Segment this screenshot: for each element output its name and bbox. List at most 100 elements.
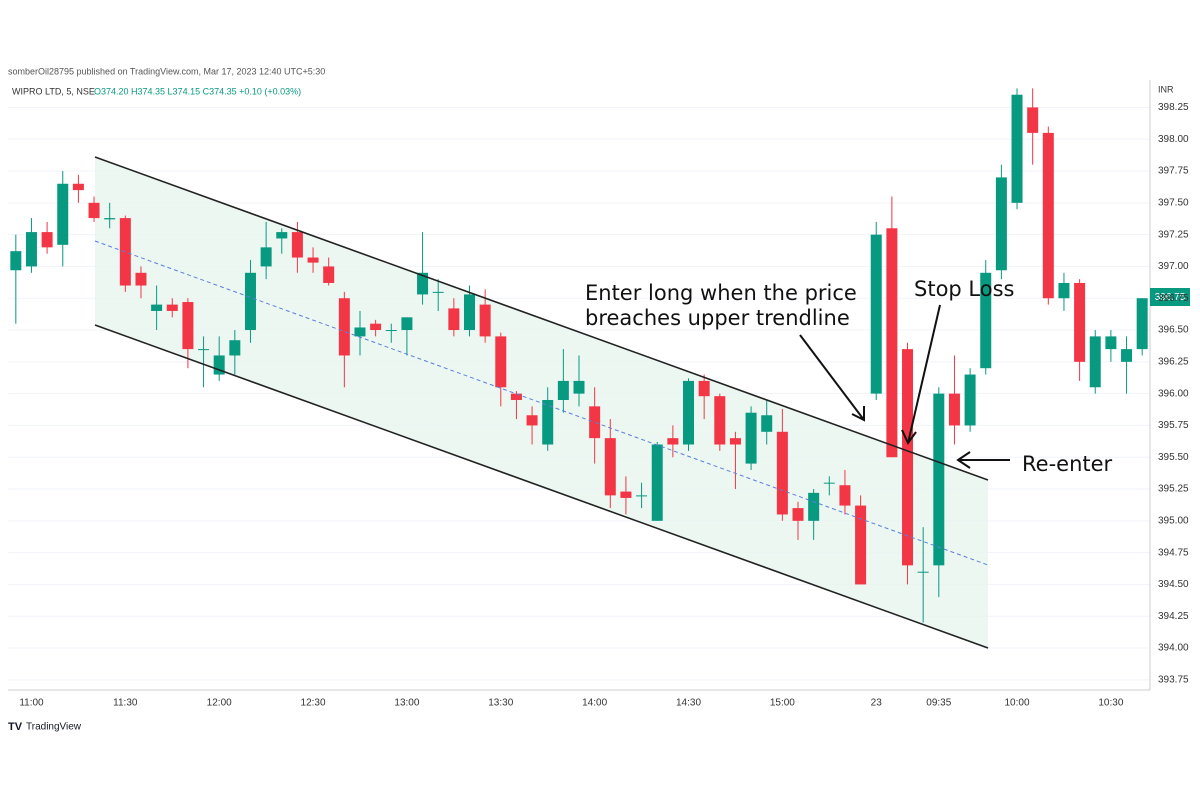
candle-body bbox=[1136, 298, 1148, 350]
candle-body bbox=[1027, 107, 1039, 133]
candle-body bbox=[573, 380, 585, 394]
candle-body bbox=[198, 349, 210, 351]
candle-body bbox=[354, 327, 366, 337]
annotation: breaches upper trendline bbox=[585, 306, 850, 330]
candle-body bbox=[370, 323, 382, 331]
candle-body bbox=[1074, 282, 1086, 362]
x-tick-label: 10:30 bbox=[1098, 698, 1123, 709]
y-tick-label: 396.75 bbox=[1158, 293, 1189, 304]
candle-body bbox=[182, 302, 194, 350]
candle-body bbox=[870, 234, 882, 394]
ohlc-readout: O374.20 H374.35 L374.15 C374.35 +0.10 (+… bbox=[94, 86, 301, 96]
x-tick-label: 13:00 bbox=[394, 698, 419, 709]
y-tick-label: 394.75 bbox=[1158, 547, 1189, 558]
arrow bbox=[956, 451, 1010, 469]
candle-body bbox=[510, 393, 522, 400]
y-tick-label: 398.25 bbox=[1158, 102, 1189, 113]
candle-body bbox=[166, 304, 178, 311]
candle-body bbox=[620, 491, 632, 498]
y-tick-label: 394.25 bbox=[1158, 611, 1189, 622]
candle-body bbox=[1105, 336, 1117, 350]
candle-body bbox=[589, 406, 601, 439]
candle-body bbox=[463, 294, 475, 331]
candle-body bbox=[886, 228, 898, 458]
candle-body bbox=[448, 308, 460, 331]
x-tick-label: 09:35 bbox=[926, 698, 951, 709]
candle-body bbox=[808, 492, 820, 521]
candle-body bbox=[651, 444, 663, 521]
candle-body bbox=[917, 571, 929, 573]
candle-body bbox=[10, 251, 22, 271]
upper-trendline bbox=[94, 156, 989, 481]
candle-body bbox=[244, 272, 256, 331]
candle-body bbox=[417, 272, 429, 295]
candle-body bbox=[526, 415, 538, 426]
candle-body bbox=[604, 438, 616, 496]
candle-body bbox=[776, 431, 788, 515]
x-tick-label: 14:30 bbox=[676, 698, 701, 709]
candle-body bbox=[135, 272, 147, 286]
candle-body bbox=[88, 202, 100, 219]
y-tick-label: 395.00 bbox=[1158, 515, 1189, 526]
arrow bbox=[799, 334, 865, 422]
y-tick-label: 396.25 bbox=[1158, 356, 1189, 367]
y-tick-label: 397.50 bbox=[1158, 197, 1189, 208]
candle-body bbox=[698, 380, 710, 397]
candle-body bbox=[855, 505, 867, 585]
candle-body bbox=[119, 218, 131, 286]
header: somberOil28795 published on TradingView.… bbox=[8, 66, 325, 76]
y-tick-label: 397.00 bbox=[1158, 261, 1189, 272]
candle-body bbox=[72, 183, 84, 191]
candle-body bbox=[291, 232, 303, 258]
candle-body bbox=[338, 298, 350, 356]
candle-body bbox=[980, 272, 992, 369]
candle-body bbox=[667, 438, 679, 445]
candle-body bbox=[792, 508, 804, 521]
candle-body bbox=[276, 232, 288, 239]
y-tick-label: 394.50 bbox=[1158, 579, 1189, 590]
candle-body bbox=[729, 438, 741, 445]
candle-body bbox=[933, 393, 945, 566]
candle-body bbox=[323, 266, 335, 283]
arrows bbox=[799, 304, 1010, 469]
x-tick-label: 12:30 bbox=[301, 698, 326, 709]
candle-body bbox=[401, 317, 413, 331]
y-axis-unit: INR bbox=[1158, 84, 1174, 94]
y-tick-label: 397.25 bbox=[1158, 229, 1189, 240]
annotation: Stop Loss bbox=[914, 277, 1014, 301]
candle-body bbox=[557, 380, 569, 400]
candle-body bbox=[839, 485, 851, 506]
candle-body bbox=[1011, 94, 1023, 203]
x-tick-label: 23 bbox=[871, 698, 883, 709]
y-tick-label: 395.25 bbox=[1158, 484, 1189, 495]
candle-body bbox=[213, 355, 225, 375]
candle-body bbox=[1089, 336, 1101, 388]
arrow bbox=[901, 304, 941, 445]
candle-body bbox=[151, 304, 163, 311]
candle-body bbox=[104, 218, 116, 220]
x-tick-label: 12:00 bbox=[207, 698, 232, 709]
candle-body bbox=[229, 340, 241, 356]
candle-body bbox=[479, 304, 491, 337]
x-tick-label: 11:30 bbox=[113, 698, 138, 709]
logo: TV bbox=[8, 721, 23, 733]
lower-trendline bbox=[94, 324, 989, 649]
candle-body bbox=[1121, 349, 1133, 362]
candle-body bbox=[41, 232, 53, 248]
candle-body bbox=[385, 330, 397, 332]
x-tick-label: 14:00 bbox=[582, 698, 607, 709]
y-tick-label: 397.75 bbox=[1158, 166, 1189, 177]
footer: TradingView bbox=[26, 722, 82, 733]
candle-body bbox=[745, 412, 757, 464]
candle-body bbox=[1042, 132, 1054, 299]
candle-body bbox=[57, 183, 69, 245]
candle-body bbox=[1058, 282, 1070, 299]
candle-body bbox=[495, 336, 507, 388]
x-tick-label: 10:00 bbox=[1005, 698, 1030, 709]
y-tick-label: 396.00 bbox=[1158, 388, 1189, 399]
y-tick-label: 396.50 bbox=[1158, 325, 1189, 336]
candle-body bbox=[542, 399, 554, 445]
candle-body bbox=[432, 291, 444, 293]
candle-body bbox=[995, 177, 1007, 271]
